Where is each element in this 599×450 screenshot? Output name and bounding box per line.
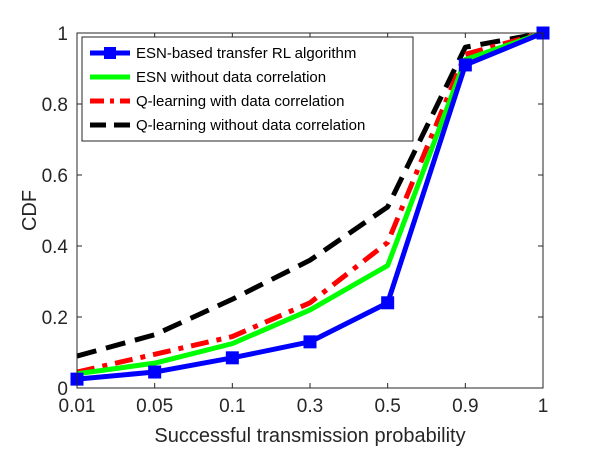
series-0-point bbox=[458, 58, 472, 72]
y-tick-label: 0 bbox=[57, 379, 68, 400]
y-tick-label: 0.4 bbox=[42, 237, 69, 258]
x-tick-label: 0.01 bbox=[59, 396, 96, 417]
x-tick-label: 0.3 bbox=[297, 396, 323, 417]
x-axis-label: Successful transmission probability bbox=[154, 425, 465, 447]
x-tick-label: 1 bbox=[538, 396, 549, 417]
y-tick-label: 1 bbox=[57, 24, 68, 45]
series-0-point bbox=[225, 351, 239, 365]
y-tick-label: 0.6 bbox=[42, 166, 68, 187]
legend-label-3: Q-learning without data correlation bbox=[136, 117, 365, 134]
x-tick-label: 0.05 bbox=[136, 396, 173, 417]
legend-label-1: ESN without data correlation bbox=[136, 69, 326, 86]
x-tick-label: 0.5 bbox=[374, 396, 400, 417]
legend: ESN-based transfer RL algorithm ESN witho… bbox=[81, 36, 414, 142]
x-tick-label: 0.9 bbox=[452, 396, 478, 417]
tick-labels: 0.01 0.05 0.1 0.3 0.5 0.9 1 0 0.2 0.4 0.6 0.8 1 bbox=[42, 24, 549, 417]
legend-box bbox=[81, 36, 414, 142]
series-line-3 bbox=[76, 30, 544, 359]
y-tick-label: 0.8 bbox=[42, 95, 68, 116]
legend-label-2: Q-learning with data correlation bbox=[136, 93, 344, 110]
y-tick-label: 0.2 bbox=[42, 308, 68, 329]
series-layer bbox=[70, 26, 550, 386]
legend-marker-0 bbox=[104, 47, 116, 59]
x-tick-label: 0.1 bbox=[219, 396, 245, 417]
y-axis-label: CDF bbox=[19, 190, 41, 231]
legend-label-0: ESN-based transfer RL algorithm bbox=[136, 45, 356, 62]
series-0-point bbox=[381, 296, 395, 310]
series-0-point bbox=[303, 335, 317, 349]
series-line-2 bbox=[76, 30, 544, 375]
axes bbox=[76, 32, 544, 389]
series-0-point bbox=[148, 365, 162, 379]
